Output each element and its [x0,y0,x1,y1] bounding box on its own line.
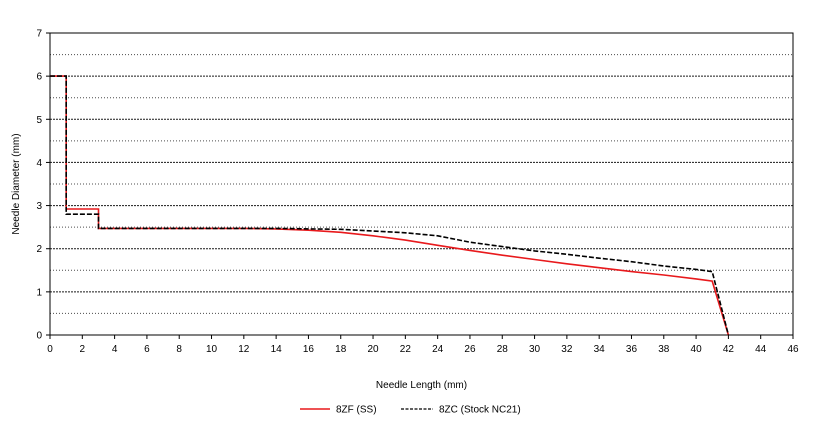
x-tick-label: 6 [144,344,150,355]
y-axis-ticks: 0 1 2 3 4 5 6 7 [36,29,50,342]
x-axis-ticks: 0 2 4 6 8 10 12 14 16 18 20 22 24 26 28 30 32 34 36 38 40 42 4… [47,335,799,355]
x-tick-label: 20 [367,344,379,355]
x-tick-label: 16 [303,344,315,355]
y-axis-title: Needle Diameter (mm) [11,133,22,234]
legend-label-8zf: 8ZF (SS) [336,405,377,416]
x-tick-label: 30 [529,344,541,355]
x-tick-label: 4 [112,344,118,355]
y-tick-label: 6 [36,72,42,83]
legend: 8ZF (SS) 8ZC (Stock NC21) [300,405,521,416]
x-tick-label: 46 [787,344,799,355]
y-tick-label: 3 [36,201,42,212]
x-tick-label: 38 [658,344,670,355]
x-tick-label: 22 [400,344,412,355]
x-tick-label: 12 [238,344,250,355]
x-tick-label: 42 [723,344,735,355]
x-tick-label: 14 [271,344,283,355]
x-axis-title: Needle Length (mm) [376,380,467,391]
y-tick-label: 1 [36,287,42,298]
series-line-8zc [50,75,730,336]
x-tick-label: 36 [626,344,638,355]
x-tick-label: 44 [755,344,767,355]
grid-lines [50,54,793,314]
legend-label-8zc: 8ZC (Stock NC21) [439,405,521,416]
x-tick-label: 26 [464,344,476,355]
x-tick-label: 28 [497,344,509,355]
x-tick-label: 0 [47,344,53,355]
x-tick-label: 40 [691,344,703,355]
y-tick-label: 7 [36,29,42,40]
y-tick-label: 4 [36,158,42,169]
series-lines [50,75,730,336]
plot-area-frame [49,32,794,336]
x-tick-label: 34 [594,344,606,355]
y-tick-label: 5 [36,115,42,126]
y-tick-label: 0 [36,331,42,342]
x-tick-label: 10 [206,344,218,355]
x-tick-label: 8 [176,344,182,355]
x-tick-label: 24 [432,344,444,355]
y-tick-label: 2 [36,244,42,255]
x-tick-label: 18 [335,344,347,355]
x-tick-label: 2 [80,344,86,355]
x-tick-label: 32 [561,344,573,355]
